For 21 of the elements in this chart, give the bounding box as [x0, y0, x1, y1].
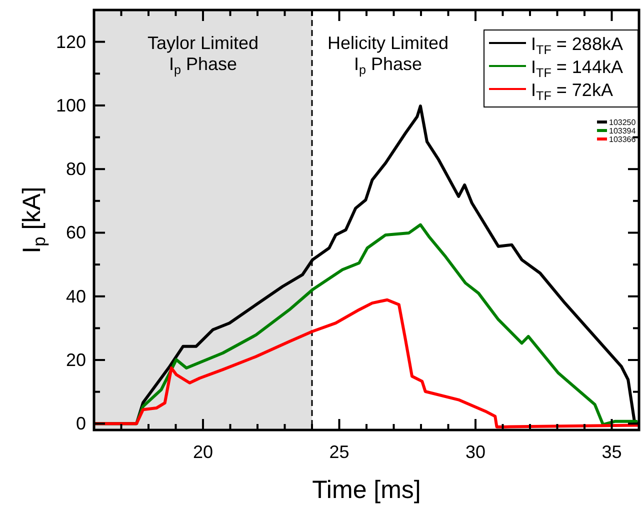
line-series	[94, 298, 639, 428]
annotation: 103250	[609, 118, 636, 127]
legend-label: I$_{TF}$ = 288kA	[531, 34, 623, 57]
band-label: Taylor Limited I$_{p}$ Phase	[147, 33, 259, 77]
legend-label: I$_{TF}$ = 144kA	[531, 57, 623, 80]
y-tick-label: 20	[66, 350, 86, 370]
x-axis-title: Time [ms]	[312, 476, 421, 504]
annotation: 103394	[609, 126, 636, 136]
ref-line-label: Helicity Limited I$_{p}$ Phase	[327, 33, 449, 77]
y-tick-label: 80	[66, 159, 86, 180]
y-tick-label: 100	[56, 95, 86, 116]
y-tick-label: 0	[76, 414, 86, 434]
x-tick-label: 35	[602, 442, 622, 462]
annotation: 103366	[609, 135, 636, 144]
y-tick-label: 60	[66, 222, 86, 243]
y-tick-label: 120	[56, 32, 86, 52]
x-tick-label: 30	[465, 442, 486, 462]
x-tick-label: 25	[329, 442, 350, 462]
legend-label: I$_{TF}$ = 72kA	[531, 80, 613, 103]
y-tick-label: 40	[66, 286, 86, 306]
x-tick-label: 20	[192, 442, 214, 462]
